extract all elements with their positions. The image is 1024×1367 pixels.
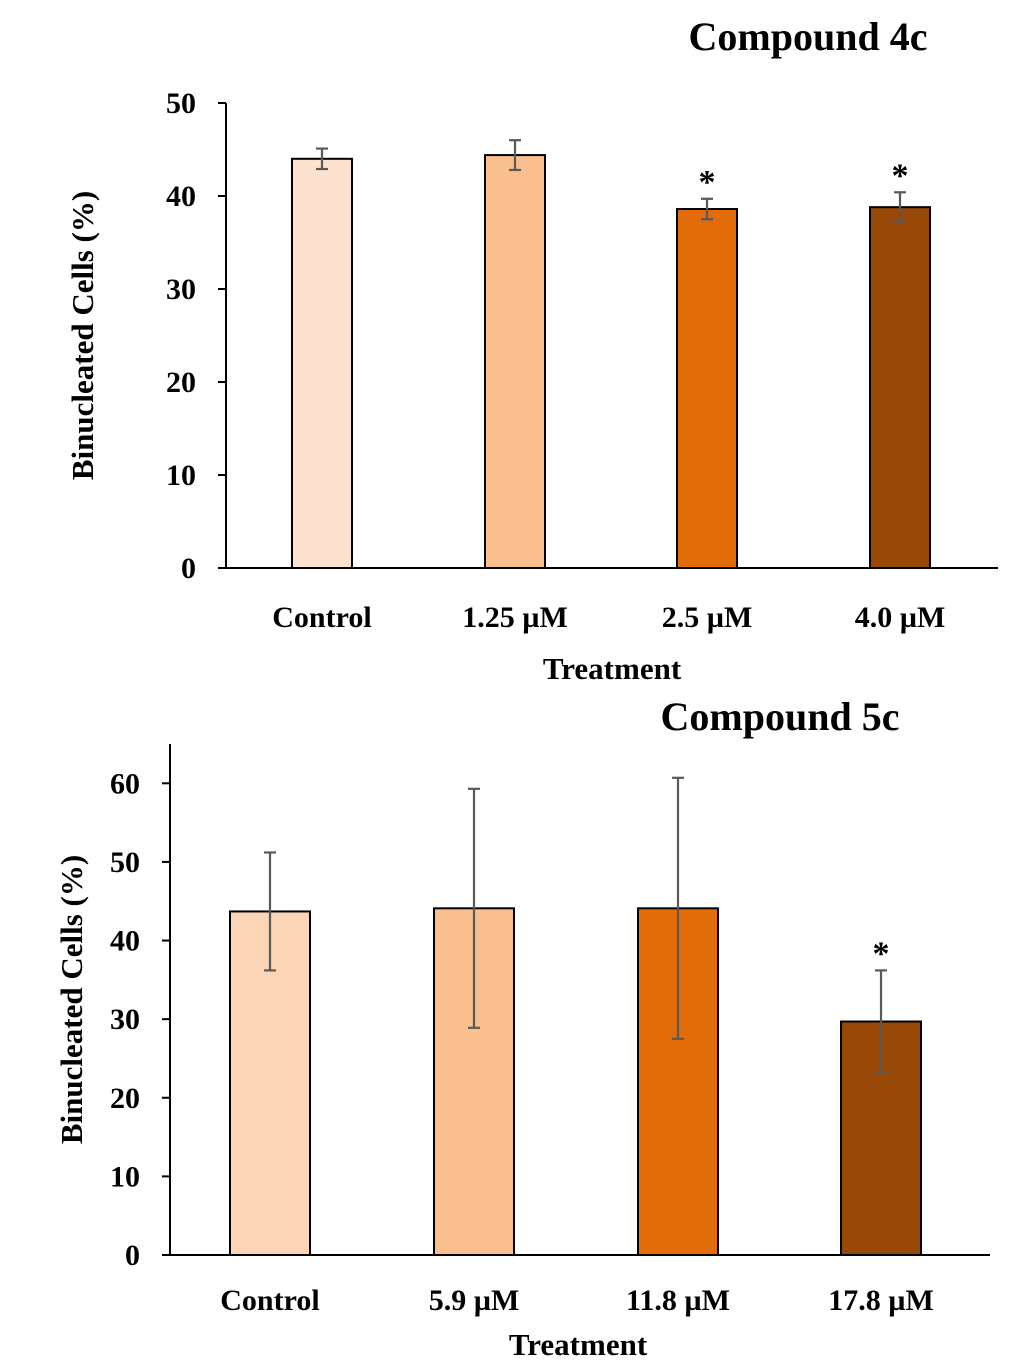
y-tick-label: 40 — [110, 925, 140, 958]
significance-marker: * — [873, 935, 890, 972]
significance-marker: * — [699, 164, 716, 201]
y-tick-label: 60 — [110, 767, 140, 800]
x-tick-label: 2.5 µM — [662, 601, 753, 634]
y-tick-label: 50 — [166, 87, 196, 120]
y-tick-label: 10 — [110, 1160, 140, 1193]
significance-marker: * — [892, 157, 909, 194]
bar-1 — [291, 157, 353, 570]
y-axis-label: Binucleated Cells (%) — [54, 855, 89, 1144]
bar-2 — [484, 154, 546, 570]
y-tick-label: 20 — [166, 366, 196, 399]
y-tick-label: 10 — [166, 459, 196, 492]
bar-4 — [869, 206, 931, 569]
chart-title: Compound 5c — [661, 694, 900, 739]
x-tick-label: 1.25 µM — [462, 601, 568, 634]
x-tick-label: 5.9 µM — [429, 1284, 520, 1317]
bar-3 — [676, 208, 738, 570]
x-tick-label: Control — [220, 1284, 319, 1317]
chart-1: Compound 4c 0 10 20 30 40 50 Control 1.25 µM * 2.5… — [65, 14, 998, 686]
chart-2: Compound 5c 0 10 20 30 40 50 60 Control 5.9 µM 11.… — [54, 694, 990, 1362]
y-tick-label: 0 — [125, 1239, 140, 1272]
x-tick-label: 17.8 µM — [828, 1284, 934, 1317]
x-tick-label: 11.8 µM — [626, 1284, 730, 1317]
y-tick-label: 0 — [181, 552, 196, 585]
chart-title: Compound 4c — [689, 14, 928, 59]
y-tick-label: 30 — [166, 273, 196, 306]
y-tick-label: 50 — [110, 846, 140, 879]
y-axis-label: Binucleated Cells (%) — [65, 191, 100, 480]
x-tick-label: Control — [272, 601, 371, 634]
x-axis-label: Treatment — [509, 1327, 648, 1362]
y-tick-label: 30 — [110, 1003, 140, 1036]
y-tick-label: 20 — [110, 1082, 140, 1115]
x-axis-label: Treatment — [543, 651, 682, 686]
x-tick-label: 4.0 µM — [855, 601, 946, 634]
y-tick-label: 40 — [166, 180, 196, 213]
